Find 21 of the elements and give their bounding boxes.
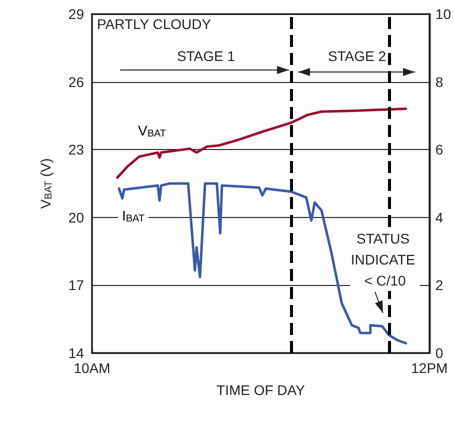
y-tick-label: 26 xyxy=(68,74,84,90)
x-tick-label: 10AM xyxy=(74,360,110,376)
annotation: STAGE 1 xyxy=(176,48,236,64)
y-tick-label: 20 xyxy=(68,209,84,226)
y2-tick-label: 10 xyxy=(435,6,452,22)
y-tick-label: 29 xyxy=(68,6,84,22)
x-axis-title: TIME OF DAY xyxy=(216,382,306,398)
annotation: PARTLY CLOUDY xyxy=(97,16,212,32)
line-series xyxy=(116,107,408,179)
x-tick-label: 12PM xyxy=(411,360,448,376)
annotation: STATUS INDICATE < C/10 xyxy=(350,230,420,288)
y2-tick-label: 8 xyxy=(435,74,444,90)
y2-tick-label: 6 xyxy=(435,142,444,158)
y-tick-label: 14 xyxy=(68,345,84,361)
y2-tick-label: 0 xyxy=(435,345,444,361)
y-tick-label: 17 xyxy=(68,277,84,294)
y-axis-title: VBAT (V) xyxy=(38,158,54,209)
y-tick-label: 23 xyxy=(68,142,84,158)
y2-tick-label: 2 xyxy=(435,277,444,294)
y2-tick-label: 4 xyxy=(435,209,444,226)
annotation: STAGE 2 xyxy=(328,48,386,64)
